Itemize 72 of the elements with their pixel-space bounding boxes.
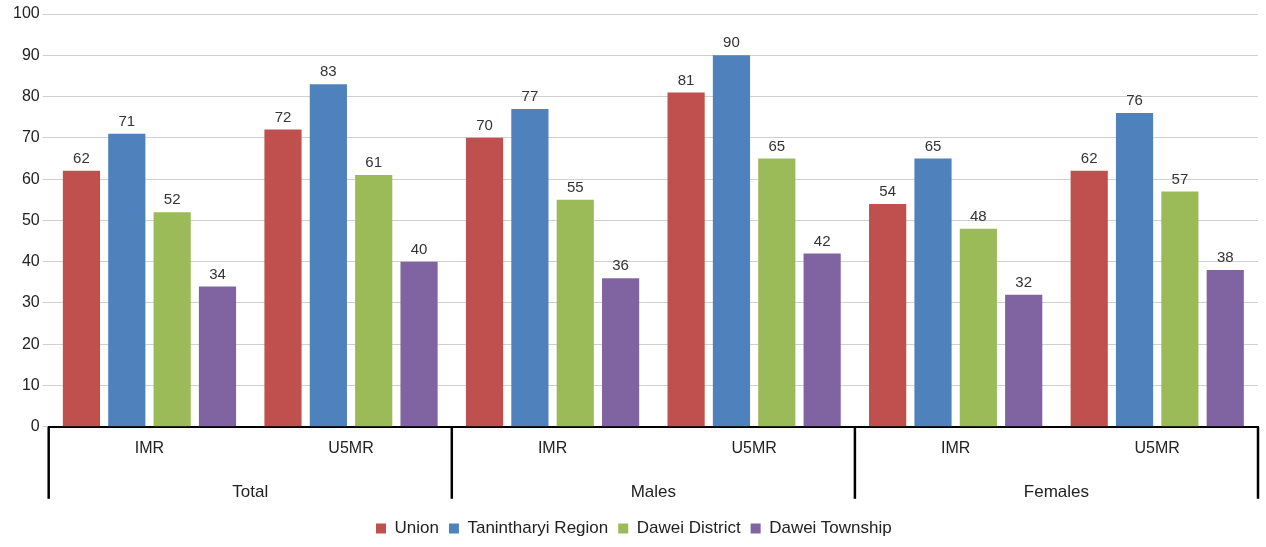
- y-tick-label: 20: [21, 334, 40, 352]
- data-label: 62: [1080, 149, 1098, 166]
- data-label: 40: [410, 239, 428, 257]
- bar: [511, 108, 549, 427]
- data-label: 77: [521, 87, 539, 105]
- bar: [914, 158, 952, 427]
- data-label: 55: [566, 177, 584, 195]
- data-label: 38: [1216, 248, 1234, 266]
- x-tick-label: IMR: [537, 438, 568, 456]
- bar: [556, 199, 594, 427]
- data-label: 61: [365, 153, 383, 171]
- y-tick-label: 40: [21, 252, 40, 270]
- data-label: 36: [612, 256, 629, 274]
- bar: [667, 92, 705, 427]
- data-label: 62: [73, 149, 90, 166]
- bar: [1161, 191, 1199, 427]
- y-tick-label: 30: [21, 293, 40, 311]
- text: Males: [630, 482, 677, 502]
- data-label: 52: [163, 190, 181, 208]
- data-label: 34: [209, 264, 226, 282]
- y-tick-label: 90: [21, 45, 40, 63]
- y-tick-label: 10: [21, 375, 40, 393]
- bar: [1115, 113, 1154, 427]
- y-tick-label: 50: [21, 210, 40, 228]
- legend-label: Dawei Township: [769, 518, 892, 538]
- bar: [1206, 269, 1244, 427]
- data-label: 65: [924, 136, 942, 154]
- data-label: 72: [274, 107, 292, 125]
- data-label: 76: [1126, 91, 1143, 109]
- bar: [62, 170, 101, 427]
- legend-label: Tanintharyi Region: [467, 518, 609, 538]
- bar: [602, 278, 640, 427]
- x-tick-label: U5MR: [1134, 438, 1180, 456]
- data-label: 54: [879, 182, 896, 200]
- y-tick-label: 100: [12, 4, 40, 22]
- bar: [153, 212, 191, 427]
- bar: [869, 203, 907, 427]
- bar: [712, 55, 751, 427]
- bar: [400, 261, 438, 427]
- bar: [198, 286, 237, 427]
- bar: [758, 158, 796, 427]
- bar: [465, 137, 504, 427]
- data-label: 83: [320, 62, 337, 80]
- bar: [1070, 170, 1108, 427]
- bar: [309, 84, 347, 427]
- data-label: 42: [813, 231, 831, 249]
- y-tick-label: 70: [21, 128, 40, 146]
- bar: [264, 129, 302, 427]
- x-tick-label: IMR: [134, 438, 165, 456]
- x-tick-label: U5MR: [328, 438, 374, 456]
- data-label: 32: [1015, 272, 1033, 290]
- data-label: 70: [476, 115, 493, 133]
- x-tick-label: IMR: [941, 438, 971, 456]
- data-label: 65: [768, 136, 786, 154]
- text: Total: [232, 482, 269, 502]
- bar: [803, 253, 841, 427]
- y-tick-label: 60: [21, 169, 40, 187]
- data-label: 71: [118, 111, 136, 129]
- data-label: 81: [677, 70, 695, 88]
- bar: [1005, 294, 1043, 427]
- bar: [959, 228, 997, 427]
- y-tick-label: 80: [21, 86, 40, 104]
- text: Females: [1023, 482, 1090, 502]
- y-tick-label: 0: [30, 417, 40, 435]
- data-label: 57: [1171, 169, 1189, 187]
- bar: [355, 174, 393, 427]
- legend-label: Dawei District: [636, 518, 741, 538]
- x-tick-label: U5MR: [731, 438, 777, 456]
- data-label: 90: [723, 33, 740, 51]
- bar: [108, 133, 146, 427]
- legend-label: Union: [394, 518, 439, 538]
- data-label: 48: [970, 206, 987, 224]
